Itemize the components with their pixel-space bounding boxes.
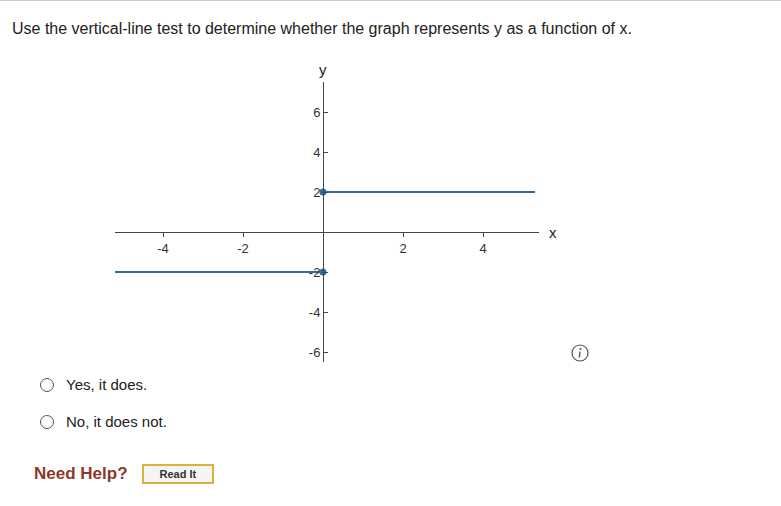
svg-text:y: y — [319, 62, 327, 78]
html-text:Need Help?: Need Help? — [34, 464, 128, 483]
html-text:Yes, it does.: Yes, it does. — [66, 376, 148, 393]
html-text:No, it does not.: No, it does not. — [66, 413, 167, 430]
svg-text:-6: -6 — [309, 345, 321, 360]
svg-text:2: 2 — [399, 241, 406, 256]
svg-text:-4: -4 — [157, 241, 169, 256]
svg-text:-4: -4 — [309, 305, 321, 320]
svg-text:-2: -2 — [237, 241, 249, 256]
svg-text:x: x — [549, 224, 557, 241]
html-text:Read It: Read It — [159, 468, 197, 480]
svg-text:-2: -2 — [309, 265, 321, 280]
svg-text:4: 4 — [479, 241, 486, 256]
svg-text:2: 2 — [313, 185, 320, 200]
svg-text:6: 6 — [313, 105, 320, 120]
svg-text:4: 4 — [313, 145, 320, 160]
html-text:Use the vertical-line test to: Use the vertical-line test to determine … — [12, 20, 632, 37]
